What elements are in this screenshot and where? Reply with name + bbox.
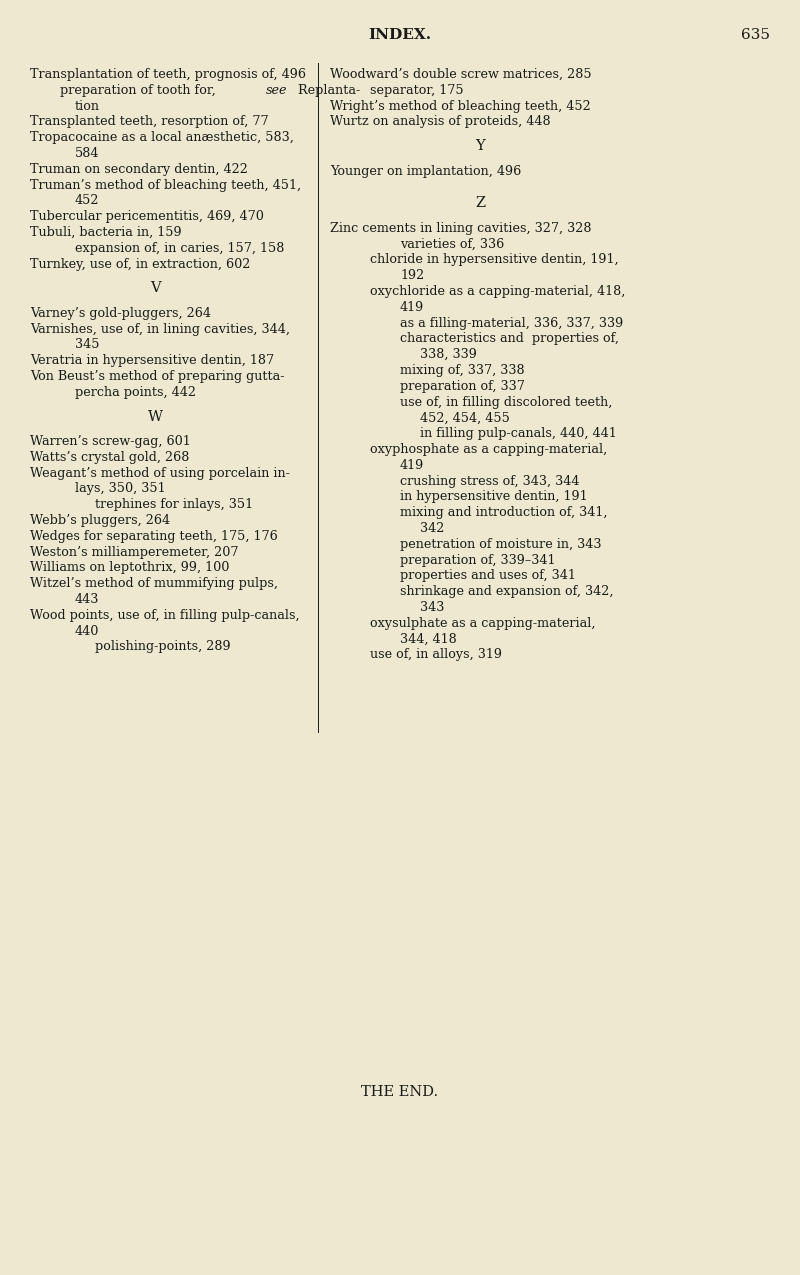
Text: Turnkey, use of, in extraction, 602: Turnkey, use of, in extraction, 602 bbox=[30, 258, 250, 270]
Text: crushing stress of, 343, 344: crushing stress of, 343, 344 bbox=[400, 474, 579, 487]
Text: Tubercular pericementitis, 469, 470: Tubercular pericementitis, 469, 470 bbox=[30, 210, 264, 223]
Text: penetration of moisture in, 343: penetration of moisture in, 343 bbox=[400, 538, 602, 551]
Text: shrinkage and expansion of, 342,: shrinkage and expansion of, 342, bbox=[400, 585, 614, 598]
Text: Warren’s screw-gag, 601: Warren’s screw-gag, 601 bbox=[30, 435, 190, 448]
Text: Replanta-: Replanta- bbox=[294, 84, 360, 97]
Text: oxychloride as a capping-material, 418,: oxychloride as a capping-material, 418, bbox=[370, 284, 626, 298]
Text: polishing-points, 289: polishing-points, 289 bbox=[95, 640, 230, 653]
Text: Y: Y bbox=[475, 139, 485, 153]
Text: tion: tion bbox=[75, 99, 100, 112]
Text: 443: 443 bbox=[75, 593, 99, 606]
Text: preparation of tooth for,: preparation of tooth for, bbox=[60, 84, 220, 97]
Text: see: see bbox=[266, 84, 288, 97]
Text: Truman’s method of bleaching teeth, 451,: Truman’s method of bleaching teeth, 451, bbox=[30, 179, 301, 191]
Text: Z: Z bbox=[475, 196, 485, 210]
Text: 440: 440 bbox=[75, 625, 99, 638]
Text: 342: 342 bbox=[420, 521, 444, 536]
Text: Transplantation of teeth, prognosis of, 496: Transplantation of teeth, prognosis of, … bbox=[30, 68, 306, 82]
Text: Truman on secondary dentin, 422: Truman on secondary dentin, 422 bbox=[30, 163, 248, 176]
Text: in filling pulp-canals, 440, 441: in filling pulp-canals, 440, 441 bbox=[420, 427, 617, 440]
Text: 452: 452 bbox=[75, 194, 99, 208]
Text: Weagant’s method of using porcelain in-: Weagant’s method of using porcelain in- bbox=[30, 467, 290, 479]
Text: Wedges for separating teeth, 175, 176: Wedges for separating teeth, 175, 176 bbox=[30, 529, 278, 543]
Text: Watts’s crystal gold, 268: Watts’s crystal gold, 268 bbox=[30, 451, 190, 464]
Text: oxysulphate as a capping-material,: oxysulphate as a capping-material, bbox=[370, 617, 595, 630]
Text: Wurtz on analysis of proteids, 448: Wurtz on analysis of proteids, 448 bbox=[330, 116, 550, 129]
Text: Wright’s method of bleaching teeth, 452: Wright’s method of bleaching teeth, 452 bbox=[330, 99, 590, 112]
Text: Transplanted teeth, resorption of, 77: Transplanted teeth, resorption of, 77 bbox=[30, 116, 269, 129]
Text: 419: 419 bbox=[400, 301, 424, 314]
Text: 338, 339: 338, 339 bbox=[420, 348, 477, 361]
Text: mixing and introduction of, 341,: mixing and introduction of, 341, bbox=[400, 506, 607, 519]
Text: Varney’s gold-pluggers, 264: Varney’s gold-pluggers, 264 bbox=[30, 307, 211, 320]
Text: in hypersensitive dentin, 191: in hypersensitive dentin, 191 bbox=[400, 491, 588, 504]
Text: mixing of, 337, 338: mixing of, 337, 338 bbox=[400, 363, 525, 377]
Text: 343: 343 bbox=[420, 601, 444, 615]
Text: Witzel’s method of mummifying pulps,: Witzel’s method of mummifying pulps, bbox=[30, 578, 278, 590]
Text: Von Beust’s method of preparing gutta-: Von Beust’s method of preparing gutta- bbox=[30, 370, 285, 382]
Text: as a filling-material, 336, 337, 339: as a filling-material, 336, 337, 339 bbox=[400, 316, 623, 329]
Text: Veratria in hypersensitive dentin, 187: Veratria in hypersensitive dentin, 187 bbox=[30, 354, 274, 367]
Text: expansion of, in caries, 157, 158: expansion of, in caries, 157, 158 bbox=[75, 242, 284, 255]
Text: INDEX.: INDEX. bbox=[369, 28, 431, 42]
Text: trephines for inlays, 351: trephines for inlays, 351 bbox=[95, 499, 253, 511]
Text: Williams on leptothrix, 99, 100: Williams on leptothrix, 99, 100 bbox=[30, 561, 230, 574]
Text: percha points, 442: percha points, 442 bbox=[75, 386, 196, 399]
Text: Woodward’s double screw matrices, 285: Woodward’s double screw matrices, 285 bbox=[330, 68, 592, 82]
Text: Younger on implantation, 496: Younger on implantation, 496 bbox=[330, 164, 522, 177]
Text: Tubuli, bacteria in, 159: Tubuli, bacteria in, 159 bbox=[30, 226, 182, 238]
Text: preparation of, 339–341: preparation of, 339–341 bbox=[400, 553, 555, 566]
Text: W: W bbox=[147, 409, 162, 423]
Text: properties and uses of, 341: properties and uses of, 341 bbox=[400, 570, 576, 583]
Text: 584: 584 bbox=[75, 147, 99, 159]
Text: Varnishes, use of, in lining cavities, 344,: Varnishes, use of, in lining cavities, 3… bbox=[30, 323, 290, 335]
Text: varieties of, 336: varieties of, 336 bbox=[400, 237, 504, 251]
Text: characteristics and  properties of,: characteristics and properties of, bbox=[400, 333, 619, 346]
Text: 635: 635 bbox=[741, 28, 770, 42]
Text: Wood points, use of, in filling pulp-canals,: Wood points, use of, in filling pulp-can… bbox=[30, 608, 300, 622]
Text: 344, 418: 344, 418 bbox=[400, 632, 457, 645]
Text: THE END.: THE END. bbox=[362, 1085, 438, 1099]
Text: use of, in alloys, 319: use of, in alloys, 319 bbox=[370, 649, 502, 662]
Text: lays, 350, 351: lays, 350, 351 bbox=[75, 482, 166, 496]
Text: 419: 419 bbox=[400, 459, 424, 472]
Text: V: V bbox=[150, 282, 160, 296]
Text: 452, 454, 455: 452, 454, 455 bbox=[420, 412, 510, 425]
Text: Webb’s pluggers, 264: Webb’s pluggers, 264 bbox=[30, 514, 170, 527]
Text: Zinc cements in lining cavities, 327, 328: Zinc cements in lining cavities, 327, 32… bbox=[330, 222, 591, 235]
Text: 345: 345 bbox=[75, 338, 99, 352]
Text: oxyphosphate as a capping-material,: oxyphosphate as a capping-material, bbox=[370, 442, 607, 456]
Text: separator, 175: separator, 175 bbox=[370, 84, 464, 97]
Text: Weston’s milliamperemeter, 207: Weston’s milliamperemeter, 207 bbox=[30, 546, 238, 558]
Text: use of, in filling discolored teeth,: use of, in filling discolored teeth, bbox=[400, 395, 612, 408]
Text: Tropacocaine as a local anæsthetic, 583,: Tropacocaine as a local anæsthetic, 583, bbox=[30, 131, 294, 144]
Text: preparation of, 337: preparation of, 337 bbox=[400, 380, 525, 393]
Text: chloride in hypersensitive dentin, 191,: chloride in hypersensitive dentin, 191, bbox=[370, 254, 618, 266]
Text: 192: 192 bbox=[400, 269, 424, 282]
